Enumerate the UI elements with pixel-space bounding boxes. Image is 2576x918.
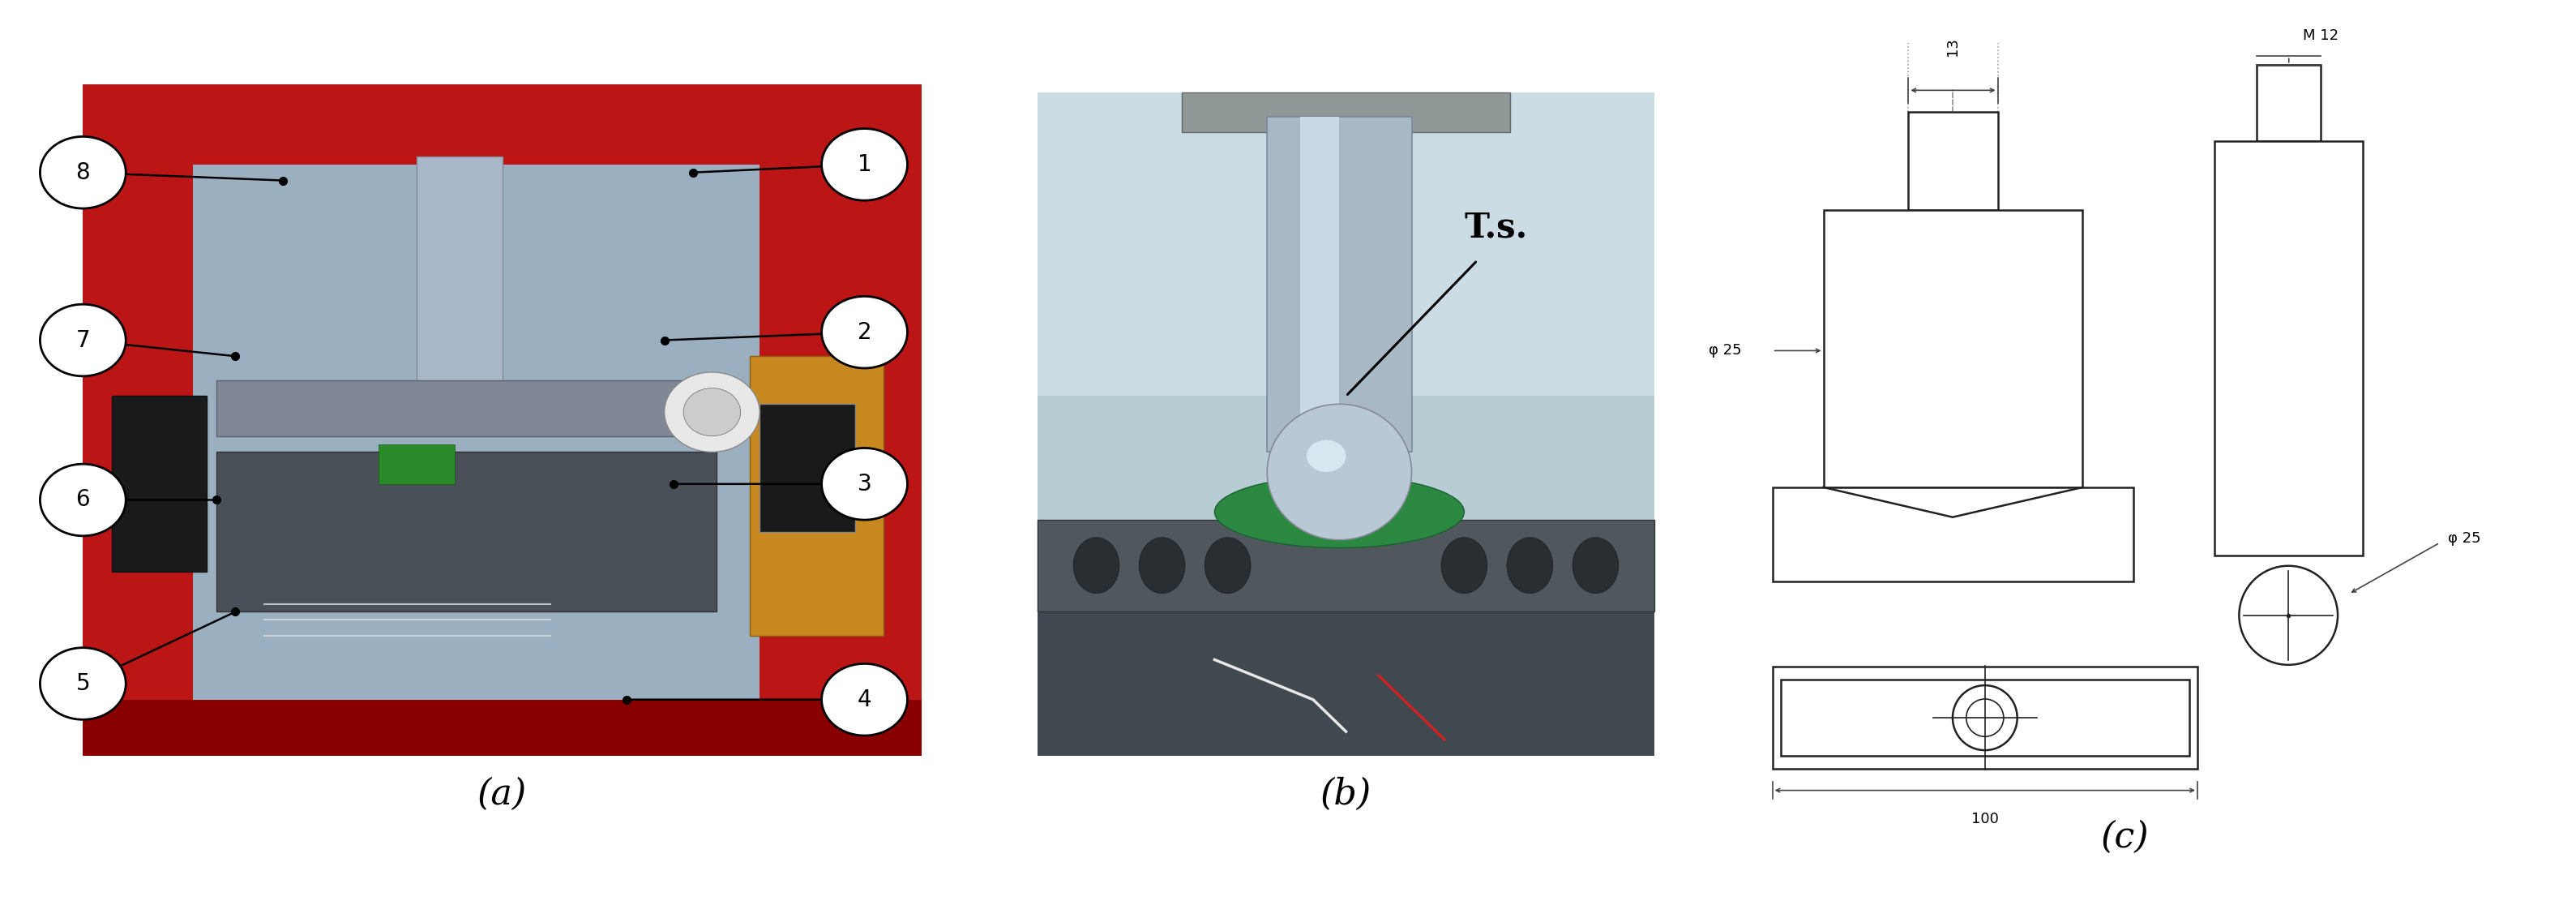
Circle shape xyxy=(822,448,907,520)
Text: 2: 2 xyxy=(858,321,871,343)
Bar xyxy=(379,444,456,484)
Text: 6: 6 xyxy=(75,488,90,511)
Bar xyxy=(216,452,716,611)
Text: 4: 4 xyxy=(858,688,871,711)
Bar xyxy=(216,380,716,436)
Bar xyxy=(1038,93,1654,397)
Text: 100: 100 xyxy=(1971,812,1999,826)
Bar xyxy=(1038,520,1654,611)
Bar xyxy=(1038,93,1654,756)
Circle shape xyxy=(822,129,907,200)
Circle shape xyxy=(41,304,126,376)
Bar xyxy=(82,84,193,756)
Bar xyxy=(1909,112,1999,210)
Text: (a): (a) xyxy=(477,777,528,812)
Circle shape xyxy=(41,648,126,720)
Circle shape xyxy=(41,137,126,208)
Ellipse shape xyxy=(1267,404,1412,540)
Ellipse shape xyxy=(1216,476,1463,548)
Text: 1: 1 xyxy=(858,153,871,176)
Bar xyxy=(2257,64,2321,141)
Text: 3: 3 xyxy=(858,473,871,496)
Circle shape xyxy=(822,297,907,368)
Bar xyxy=(1780,679,2190,756)
Circle shape xyxy=(41,464,126,536)
Text: 5: 5 xyxy=(75,672,90,695)
Bar xyxy=(1182,93,1510,132)
Bar xyxy=(1772,487,2133,581)
Circle shape xyxy=(822,664,907,735)
Bar xyxy=(1301,117,1340,452)
Bar xyxy=(2215,141,2362,555)
Bar xyxy=(750,356,884,635)
Text: φ 25: φ 25 xyxy=(1708,343,1741,358)
Bar xyxy=(82,84,922,756)
Text: T.s.: T.s. xyxy=(1463,210,1528,244)
Bar xyxy=(760,84,922,756)
Text: M 12: M 12 xyxy=(2303,28,2339,43)
Circle shape xyxy=(1074,537,1121,593)
Text: (b): (b) xyxy=(1321,777,1370,812)
Circle shape xyxy=(2239,565,2339,665)
Text: φ 25: φ 25 xyxy=(2447,532,2481,546)
Bar xyxy=(760,404,855,532)
Text: 7: 7 xyxy=(75,329,90,352)
Bar xyxy=(193,164,760,700)
Bar xyxy=(1772,666,2197,769)
Circle shape xyxy=(1953,686,2017,750)
Bar xyxy=(1038,611,1654,756)
Circle shape xyxy=(1507,537,1553,593)
Circle shape xyxy=(683,388,742,436)
Text: (c): (c) xyxy=(2102,820,2148,855)
Circle shape xyxy=(1571,537,1618,593)
Circle shape xyxy=(1440,537,1486,593)
Bar xyxy=(1267,117,1412,452)
Circle shape xyxy=(1139,537,1185,593)
Bar xyxy=(111,397,206,572)
Circle shape xyxy=(1965,699,2004,736)
Circle shape xyxy=(1206,537,1252,593)
Bar xyxy=(82,84,922,164)
Text: 8: 8 xyxy=(75,162,90,184)
Text: 13: 13 xyxy=(1945,38,1960,56)
Bar xyxy=(417,156,502,397)
Bar xyxy=(82,700,922,756)
Circle shape xyxy=(665,372,760,452)
Bar xyxy=(1824,210,2084,487)
Ellipse shape xyxy=(1306,440,1347,472)
